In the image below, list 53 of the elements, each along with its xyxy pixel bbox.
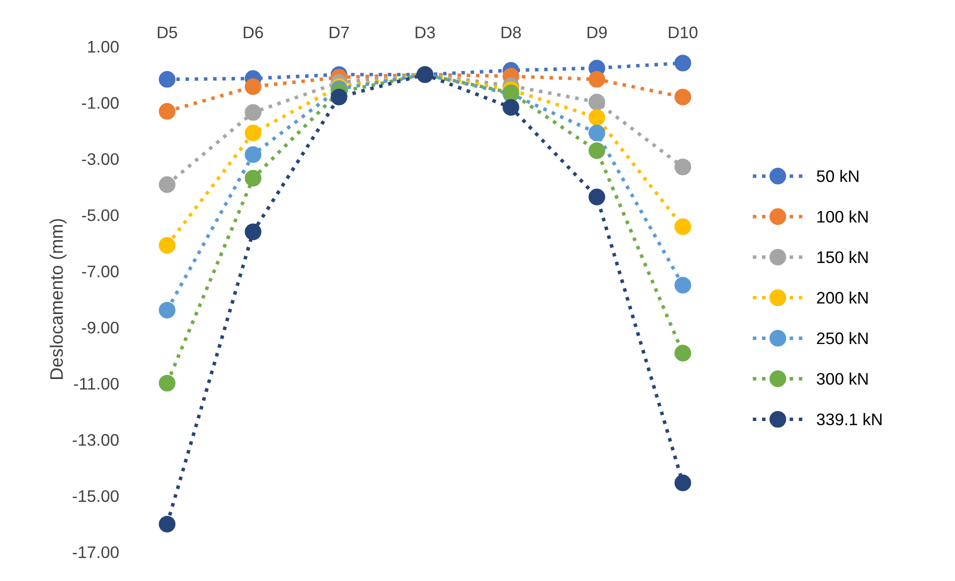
x-tick-label: D8 [502,26,521,38]
point [158,176,176,193]
point [158,302,176,318]
point [674,474,692,492]
x-tick-label: D3 [416,26,435,38]
legend-label: 150 kN [817,250,868,264]
point [158,516,176,532]
legend-label: 100 kN [817,210,868,223]
y-tick-label: -7.00 [82,266,119,278]
x-tick-label: D5 [158,26,178,38]
y-tick-label: -3.00 [82,153,119,166]
point [588,94,606,110]
point [588,109,606,126]
point [244,223,262,240]
legend-label: 339.1 kN [816,413,882,426]
x-tick-label: D10 [668,26,698,38]
legend-label: 200 kN [817,291,868,304]
point [244,170,262,187]
point [588,188,606,206]
point [244,124,262,142]
point [330,88,348,106]
point [244,104,262,121]
y-tick-label: -9.00 [82,322,119,334]
y-tick-label: -5.00 [82,209,119,222]
point [674,344,692,362]
point [674,54,692,72]
y-tick-label: 1.00 [88,40,119,53]
point [158,71,176,88]
legend-label: 250 kN [817,332,868,344]
point [588,142,606,159]
x-tick-label: D9 [588,26,607,38]
y-tick-label: -15.00 [72,490,119,502]
point [158,103,176,120]
point [588,71,606,88]
legend-label: 50 kN [816,170,858,182]
point [158,236,176,254]
point [588,124,606,142]
x-tick-label: D6 [244,26,263,38]
y-tick-label: -1.00 [82,97,119,109]
point [502,99,520,116]
point [674,158,692,176]
point [244,146,262,163]
point [158,374,176,392]
point [674,88,692,106]
y-tick-label: -11.00 [74,378,119,390]
x-tick-label: D7 [330,26,349,38]
y-tick-label: -17.00 [72,546,119,558]
point [674,218,692,236]
point [674,276,692,294]
point [244,78,262,95]
y-axis-title: Deslocamento (mm) [50,219,66,379]
legend-label: 300 kN [816,372,868,385]
y-tick-label: -13.00 [72,434,119,446]
